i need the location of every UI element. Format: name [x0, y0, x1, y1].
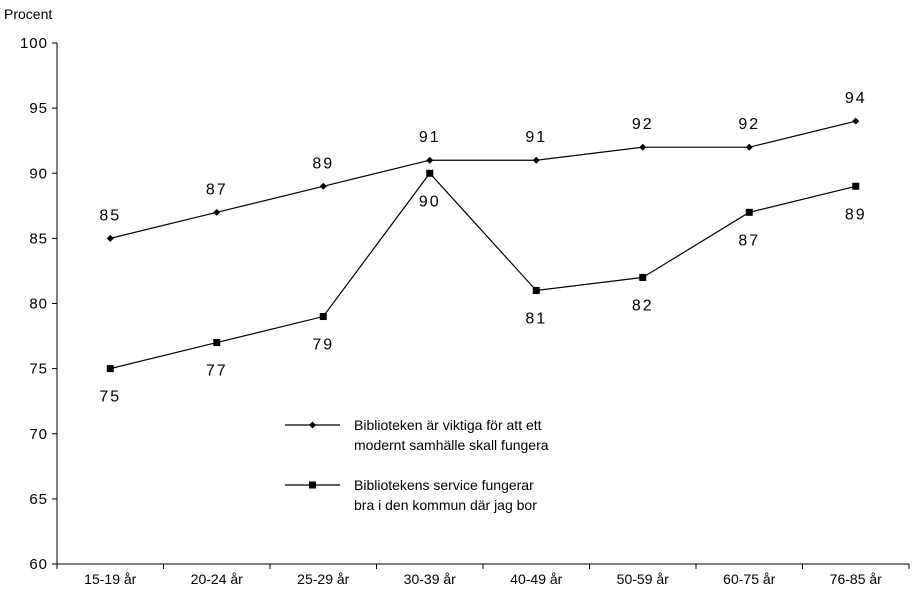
series-1-data-label: 89 — [312, 155, 334, 172]
y-tick-label: 90 — [29, 165, 48, 182]
series-1-point — [639, 143, 647, 151]
data-labels: 85 87 89 91 91 92 92 94 75 77 79 90 81 82 87 89 — [99, 90, 867, 406]
series-2-data-label: 81 — [525, 310, 547, 327]
y-tick-label: 70 — [29, 426, 48, 443]
series-1-line — [110, 120, 856, 239]
y-tick-label: 60 — [29, 556, 48, 573]
series-1-data-label: 91 — [525, 129, 547, 146]
series-2-point — [745, 208, 753, 216]
series-2-line — [110, 172, 856, 370]
series-1-data-label: 85 — [99, 207, 121, 224]
series-2-data-label: 87 — [738, 232, 760, 249]
series-1-data-label: 92 — [632, 116, 654, 133]
series-1-point — [852, 117, 860, 125]
y-axis-ticks: 60 65 70 75 80 85 90 95 100 — [20, 35, 57, 573]
x-tick-label: 20-24 år — [191, 571, 243, 587]
series-2-data-label: 77 — [206, 363, 228, 380]
series-2-point — [426, 169, 434, 177]
x-axis-ticks: 15-19 år 20-24 år 25-29 år 30-39 år 40-49 år… — [56, 564, 910, 587]
x-tick-label: 76-85 år — [830, 571, 882, 587]
y-tick-label: 65 — [29, 491, 48, 508]
series-1-point — [106, 234, 114, 242]
x-tick-label: 15-19 år — [84, 571, 136, 587]
series-lines — [110, 120, 856, 370]
series-1-data-label: 91 — [419, 129, 441, 146]
y-tick-label: 85 — [29, 230, 48, 247]
legend-label-1: modernt samhälle skall fungera — [354, 437, 549, 453]
series-2-data-label: 90 — [419, 193, 441, 210]
legend-label-2: Bibliotekens service fungerar — [354, 477, 534, 493]
series-2-point — [213, 339, 221, 347]
series-1-point — [426, 156, 434, 164]
series-1-data-label: 87 — [206, 181, 228, 198]
legend-label-1: Biblioteken är viktiga för att ett — [354, 417, 542, 433]
y-tick-label: 80 — [29, 296, 48, 313]
legend: Biblioteken är viktiga för att ett modern… — [285, 417, 549, 513]
series-2-point — [532, 286, 540, 294]
y-tick-label: 100 — [20, 35, 48, 52]
series-2-point — [106, 365, 114, 373]
series-2-data-label: 75 — [99, 389, 121, 406]
x-tick-label: 30-39 år — [404, 571, 456, 587]
series-1-data-label: 92 — [738, 116, 760, 133]
y-tick-label: 75 — [29, 361, 48, 378]
legend-label-2: bra i den kommun där jag bor — [354, 497, 537, 513]
series-2-data-label: 79 — [312, 337, 334, 354]
x-tick-label: 40-49 år — [510, 571, 562, 587]
series-markers — [106, 117, 860, 373]
x-tick-label: 60-75 år — [723, 571, 775, 587]
x-tick-label: 50-59 år — [617, 571, 669, 587]
series-1-point — [532, 156, 540, 164]
series-1-point — [213, 208, 221, 216]
series-2-point — [639, 273, 647, 281]
series-1-data-label: 94 — [845, 90, 867, 107]
legend-marker-1 — [309, 421, 316, 429]
y-tick-label: 95 — [29, 100, 48, 117]
series-2-point — [852, 182, 860, 190]
legend-marker-2 — [309, 481, 316, 489]
series-2-point — [319, 313, 327, 321]
y-axis-title: Procent — [4, 6, 52, 22]
series-2-data-label: 82 — [632, 297, 654, 314]
series-1-point — [745, 143, 753, 151]
series-2-data-label: 89 — [845, 206, 867, 223]
x-tick-label: 25-29 år — [297, 571, 349, 587]
series-1-point — [319, 182, 327, 190]
